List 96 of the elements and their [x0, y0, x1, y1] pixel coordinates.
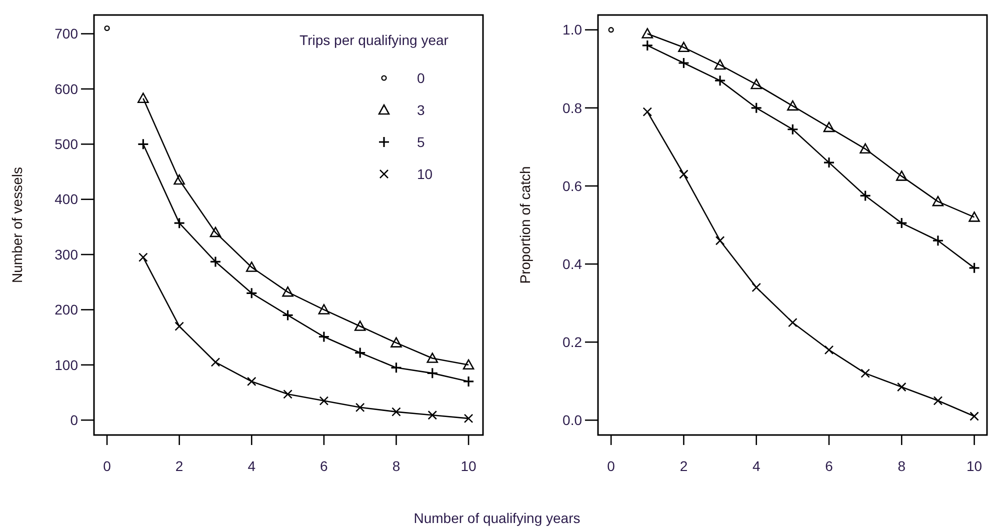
point	[968, 262, 980, 274]
point	[392, 407, 401, 416]
point	[896, 382, 906, 392]
point	[715, 236, 725, 246]
point	[679, 170, 688, 179]
x-tick-label: 6	[320, 458, 328, 474]
point	[426, 367, 438, 379]
point	[788, 318, 798, 328]
legend-title: Trips per qualifying year	[300, 32, 449, 48]
point	[464, 414, 474, 424]
point	[787, 100, 798, 111]
point	[355, 402, 365, 412]
point	[390, 362, 402, 374]
point	[138, 252, 148, 262]
y-tick-label: 600	[54, 80, 78, 97]
point	[642, 107, 652, 116]
x-tick-label: 2	[680, 458, 688, 474]
point	[860, 368, 870, 378]
y-tick-label: 0	[70, 412, 78, 428]
point	[174, 174, 185, 185]
point	[282, 286, 294, 297]
y-tick-label: 700	[54, 26, 78, 42]
x-tick-label: 2	[175, 458, 184, 474]
point	[174, 217, 186, 229]
point	[896, 170, 908, 181]
point	[896, 217, 908, 229]
point	[714, 59, 726, 70]
x-tick-label: 10	[966, 458, 982, 474]
point	[786, 124, 798, 136]
point	[319, 396, 329, 406]
y-tick-label: 1.0	[562, 22, 582, 38]
y-tick-label: 100	[54, 356, 78, 373]
point	[970, 412, 979, 421]
point	[750, 102, 762, 114]
point	[137, 138, 149, 150]
point	[714, 74, 726, 86]
point	[282, 309, 294, 322]
x-tick-label: 4	[752, 458, 760, 474]
point	[428, 410, 438, 420]
point	[138, 92, 149, 103]
x-tick-label: 0	[103, 458, 112, 474]
x-axis-title: Number of qualifying years	[414, 510, 580, 526]
point	[752, 282, 762, 292]
point	[860, 143, 871, 154]
point	[932, 234, 944, 246]
point	[642, 28, 654, 38]
y-tick-label: 0.2	[562, 334, 582, 350]
y-tick-label: 400	[54, 191, 78, 208]
point	[210, 358, 220, 367]
point	[210, 256, 222, 268]
legend-label: 5	[417, 134, 425, 150]
y-tick-label: 0.8	[562, 100, 582, 116]
point	[354, 346, 366, 359]
x-tick-label: 6	[825, 458, 834, 474]
point	[354, 320, 366, 331]
legend-label: 3	[417, 102, 425, 118]
y-tick-label: 500	[54, 136, 78, 152]
point	[678, 57, 690, 69]
x-tick-label: 10	[460, 458, 477, 474]
point	[642, 40, 654, 52]
point	[860, 190, 872, 202]
point	[462, 359, 474, 370]
x-tick-label: 4	[248, 458, 256, 474]
point	[968, 212, 980, 222]
point	[932, 196, 944, 206]
point	[608, 27, 614, 33]
point	[104, 25, 110, 32]
point	[246, 287, 258, 299]
point	[823, 122, 835, 132]
x-tick-label: 0	[607, 458, 616, 474]
y-tick-label: 200	[54, 302, 78, 318]
point	[933, 396, 943, 406]
point	[426, 352, 438, 363]
point	[210, 226, 222, 238]
y-axis-title: Proportion of catch	[517, 166, 533, 284]
x-tick-label: 8	[392, 458, 400, 474]
point	[283, 390, 292, 399]
legend-label: 0	[417, 70, 425, 86]
point	[390, 337, 402, 348]
point	[824, 345, 834, 355]
point	[678, 42, 690, 52]
point	[318, 304, 330, 314]
point	[750, 78, 762, 90]
point	[174, 322, 184, 331]
point	[318, 330, 330, 343]
y-tick-label: 300	[54, 246, 78, 262]
legend-label: 10	[417, 166, 433, 182]
point	[246, 262, 258, 272]
point	[246, 376, 256, 386]
y-tick-label: 0.6	[562, 178, 582, 194]
point	[823, 156, 835, 168]
x-tick-label: 8	[898, 458, 906, 474]
y-tick-label: 0.0	[562, 412, 582, 428]
y-axis-title: Number of vessels	[9, 167, 25, 283]
y-tick-label: 0.4	[562, 256, 582, 272]
point	[462, 376, 474, 388]
